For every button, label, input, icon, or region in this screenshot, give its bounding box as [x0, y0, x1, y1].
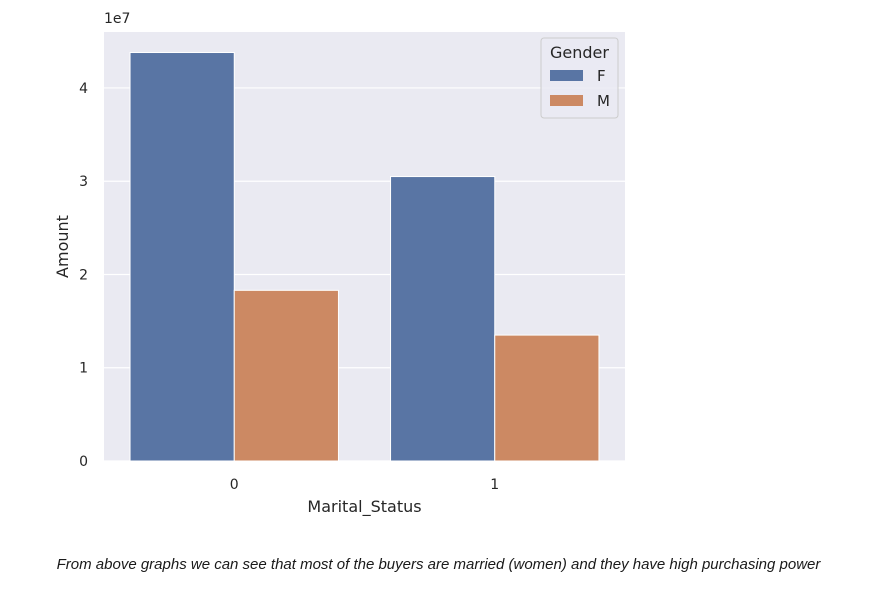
x-tick-label: 1: [490, 477, 499, 493]
y-axis-label: Amount: [53, 215, 72, 278]
y-offset-text: 1e7: [104, 11, 130, 27]
bar-M-0: [233, 289, 339, 462]
y-tick-label: 3: [79, 174, 88, 190]
legend-swatch-M: [550, 95, 583, 106]
bar-F-1: [390, 176, 496, 462]
y-tick-label: 1: [79, 361, 88, 377]
y-axis-ticks: 0 1 2 3 4: [79, 81, 88, 470]
y-tick-label: 0: [79, 454, 88, 470]
legend-label-M: M: [597, 92, 610, 110]
legend-swatch-F: [550, 70, 583, 81]
legend-title: Gender: [550, 43, 609, 62]
legend-items: FM: [550, 67, 610, 110]
legend-label-F: F: [597, 67, 606, 85]
x-axis-label: Marital_Status: [307, 497, 421, 517]
bar-M-1: [494, 334, 600, 462]
caption-text: From above graphs we can see that most o…: [56, 556, 821, 573]
legend: Gender FM: [540, 37, 619, 119]
x-tick-label: 0: [230, 477, 239, 493]
bar-F-0: [129, 52, 235, 462]
bars: [129, 52, 600, 462]
y-tick-label: 2: [79, 267, 88, 283]
y-tick-label: 4: [79, 81, 88, 97]
